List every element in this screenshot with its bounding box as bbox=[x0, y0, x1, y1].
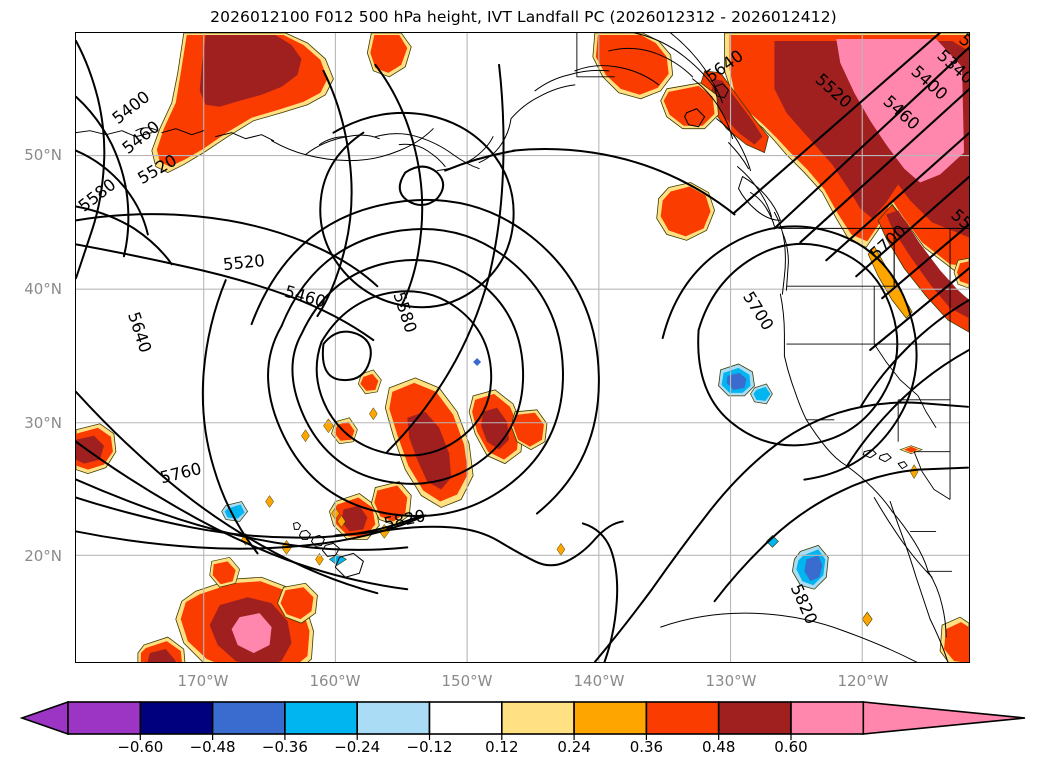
ytick-50n: 50°N bbox=[24, 146, 62, 164]
svg-text:5640: 5640 bbox=[124, 309, 155, 355]
cb-tick-3: −0.24 bbox=[334, 738, 381, 756]
xtick-120w: 120°W bbox=[837, 672, 889, 690]
colorbar-ticks bbox=[139, 734, 792, 740]
ytick-40n: 40°N bbox=[24, 280, 62, 298]
map-plot-area[interactable]: 5400 5460 5520 5580 5520 5460 5580 5640 … bbox=[75, 32, 970, 663]
colorbar-svg bbox=[19, 700, 1026, 740]
xtick-150w: 150°W bbox=[441, 672, 493, 690]
xtick-160w: 160°W bbox=[309, 672, 361, 690]
cb-tick-7: 0.36 bbox=[629, 738, 664, 756]
svg-text:5520: 5520 bbox=[222, 251, 266, 274]
cb-tick-1: −0.48 bbox=[189, 738, 236, 756]
svg-text:5760: 5760 bbox=[158, 459, 203, 488]
colorbar: −0.60 −0.48 −0.36 −0.24 −0.12 0.12 0.24 … bbox=[0, 700, 1047, 765]
cb-tick-2: −0.36 bbox=[261, 738, 308, 756]
cb-tick-9: 0.60 bbox=[774, 738, 808, 756]
cb-tick-0: −0.60 bbox=[117, 738, 164, 756]
xtick-170w: 170°W bbox=[177, 672, 229, 690]
svg-text:5460: 5460 bbox=[282, 282, 327, 312]
cb-tick-5: 0.12 bbox=[485, 738, 519, 756]
shaded-anomaly-field bbox=[76, 33, 969, 662]
colorbar-bands bbox=[19, 700, 1026, 736]
map-coastlines bbox=[76, 33, 949, 662]
svg-text:5580: 5580 bbox=[389, 290, 420, 336]
xtick-140w: 140°W bbox=[573, 672, 625, 690]
svg-text:5700: 5700 bbox=[739, 288, 777, 334]
page-title: 2026012100 F012 500 hPa height, IVT Land… bbox=[210, 8, 837, 26]
map-canvas: 5400 5460 5520 5580 5520 5460 5580 5640 … bbox=[76, 33, 969, 662]
cb-tick-4: −0.12 bbox=[406, 738, 453, 756]
ytick-30n: 30°N bbox=[24, 414, 62, 432]
xtick-130w: 130°W bbox=[705, 672, 757, 690]
cb-tick-6: 0.24 bbox=[557, 738, 591, 756]
ytick-20n: 20°N bbox=[24, 547, 62, 565]
cb-tick-8: 0.48 bbox=[701, 738, 736, 756]
height-contours bbox=[76, 33, 969, 662]
